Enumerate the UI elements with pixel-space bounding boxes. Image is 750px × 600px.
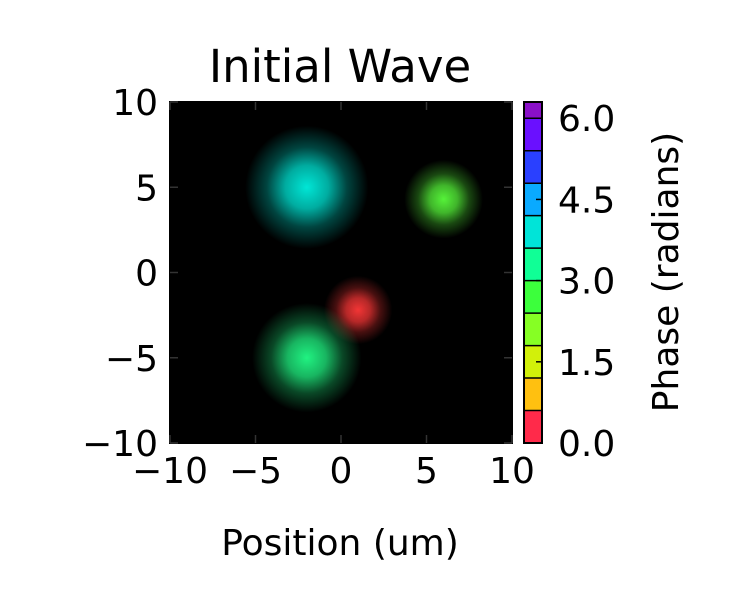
wave-blob-3: [252, 303, 362, 413]
y-tick-label: 0: [135, 254, 158, 295]
colorbar-level-9: [524, 118, 542, 151]
colorbar-level-5: [524, 248, 542, 281]
x-tick-label: −10: [132, 451, 208, 492]
colorbar-level-4: [524, 280, 542, 314]
wave-blob-1: [404, 159, 483, 239]
colorbar-level-7: [524, 183, 542, 216]
colorbar-tick-label: 4.5: [558, 180, 615, 221]
colorbar-level-10: [524, 102, 542, 119]
colorbar-level-8: [524, 150, 542, 184]
colorbar-level-2: [524, 345, 542, 379]
colorbar-level-1: [524, 378, 542, 411]
colorbar-level-6: [524, 215, 542, 249]
colorbar-level-0: [524, 410, 542, 443]
colorbar-frame: [523, 101, 543, 444]
colorbar-tick-label: 1.5: [558, 343, 615, 384]
x-axis: −10 −5 0 5 10: [132, 102, 535, 492]
colorbar-level-3: [524, 313, 542, 346]
y-tick-label: −10: [82, 424, 158, 465]
x-tick-label: 0: [330, 451, 353, 492]
wave-blob-0: [245, 125, 369, 249]
plot-area: [169, 101, 513, 444]
x-tick-label: −5: [229, 451, 282, 492]
y-tick-label: −5: [105, 339, 158, 380]
y-tick-label: 10: [112, 83, 158, 124]
colorbar-tick-label: 3.0: [558, 262, 615, 303]
colorbar-tick-label: 6.0: [558, 99, 615, 140]
colorbar-label: Phase (radians): [646, 132, 687, 412]
x-axis-label: Position (um): [221, 523, 459, 564]
chart-title: Initial Wave: [209, 40, 471, 93]
y-axis: −10 −5 0 5 10: [82, 83, 512, 465]
x-tick-label: 10: [489, 451, 535, 492]
colorbar-tick-label: 0.0: [558, 424, 615, 465]
colorbar: 0.0 1.5 3.0 4.5 6.0: [523, 99, 615, 465]
y-tick-label: 5: [135, 168, 158, 209]
x-tick-label: 5: [415, 451, 438, 492]
